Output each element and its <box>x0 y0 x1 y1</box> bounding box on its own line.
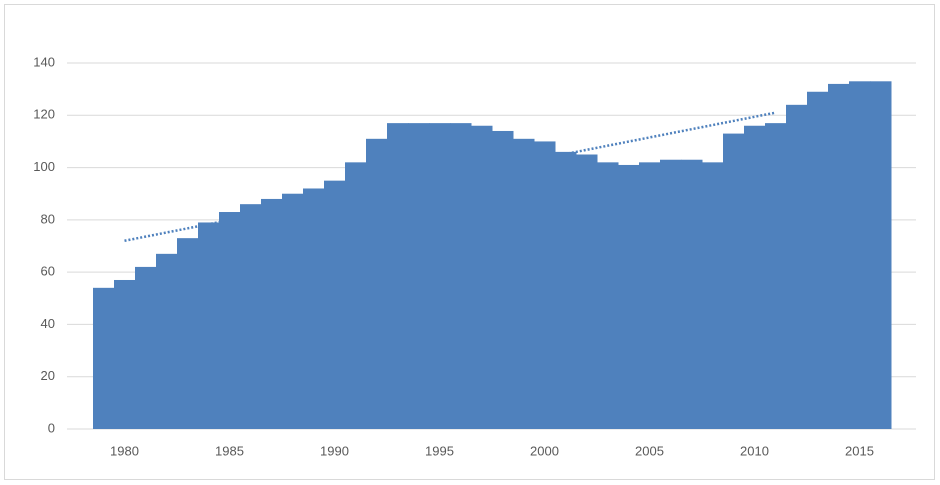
bar <box>345 162 367 430</box>
x-tick-label: 2000 <box>530 443 559 458</box>
y-tick-label: 0 <box>48 420 55 435</box>
bar <box>534 141 556 429</box>
x-tick-label: 2010 <box>740 443 769 458</box>
bar <box>114 279 136 429</box>
bar <box>744 125 766 429</box>
y-tick-label: 140 <box>33 54 55 69</box>
bar <box>786 104 808 429</box>
bar <box>366 138 388 430</box>
bar <box>303 188 325 429</box>
y-tick-label: 100 <box>33 159 55 174</box>
y-tick-label: 80 <box>41 211 55 226</box>
y-tick-label: 20 <box>41 368 55 383</box>
bar <box>261 198 283 429</box>
bar <box>639 162 661 430</box>
bar <box>807 91 829 429</box>
bar <box>135 266 157 429</box>
bar <box>618 164 640 429</box>
bar <box>156 253 178 429</box>
bar <box>870 81 892 430</box>
x-tick-label: 1995 <box>425 443 454 458</box>
bar <box>387 123 409 429</box>
bar <box>492 130 514 429</box>
x-tick-label: 1980 <box>110 443 139 458</box>
y-tick-label: 60 <box>41 264 55 279</box>
bar <box>660 159 682 429</box>
bar <box>450 123 472 429</box>
bar <box>429 123 451 429</box>
bar <box>471 125 493 429</box>
bar <box>408 123 430 429</box>
bar <box>198 222 220 429</box>
bar <box>555 151 577 429</box>
bar <box>93 287 115 429</box>
x-tick-label: 2015 <box>845 443 874 458</box>
y-tick-label: 120 <box>33 107 55 122</box>
bar <box>849 81 871 430</box>
bar <box>219 212 241 429</box>
bar <box>240 204 262 429</box>
bar <box>828 83 850 430</box>
x-tick-label: 1985 <box>215 443 244 458</box>
bar <box>324 180 346 429</box>
bar <box>177 238 199 429</box>
bar <box>513 138 535 430</box>
bar <box>681 159 703 429</box>
bar <box>723 133 745 430</box>
y-tick-label: 40 <box>41 316 55 331</box>
bar <box>282 193 304 429</box>
trend-line <box>124 111 776 242</box>
bar <box>576 154 598 429</box>
x-tick-label: 2005 <box>635 443 664 458</box>
x-tick-label: 1990 <box>320 443 349 458</box>
bar <box>597 162 619 430</box>
bar <box>702 162 724 430</box>
bar <box>765 123 787 429</box>
